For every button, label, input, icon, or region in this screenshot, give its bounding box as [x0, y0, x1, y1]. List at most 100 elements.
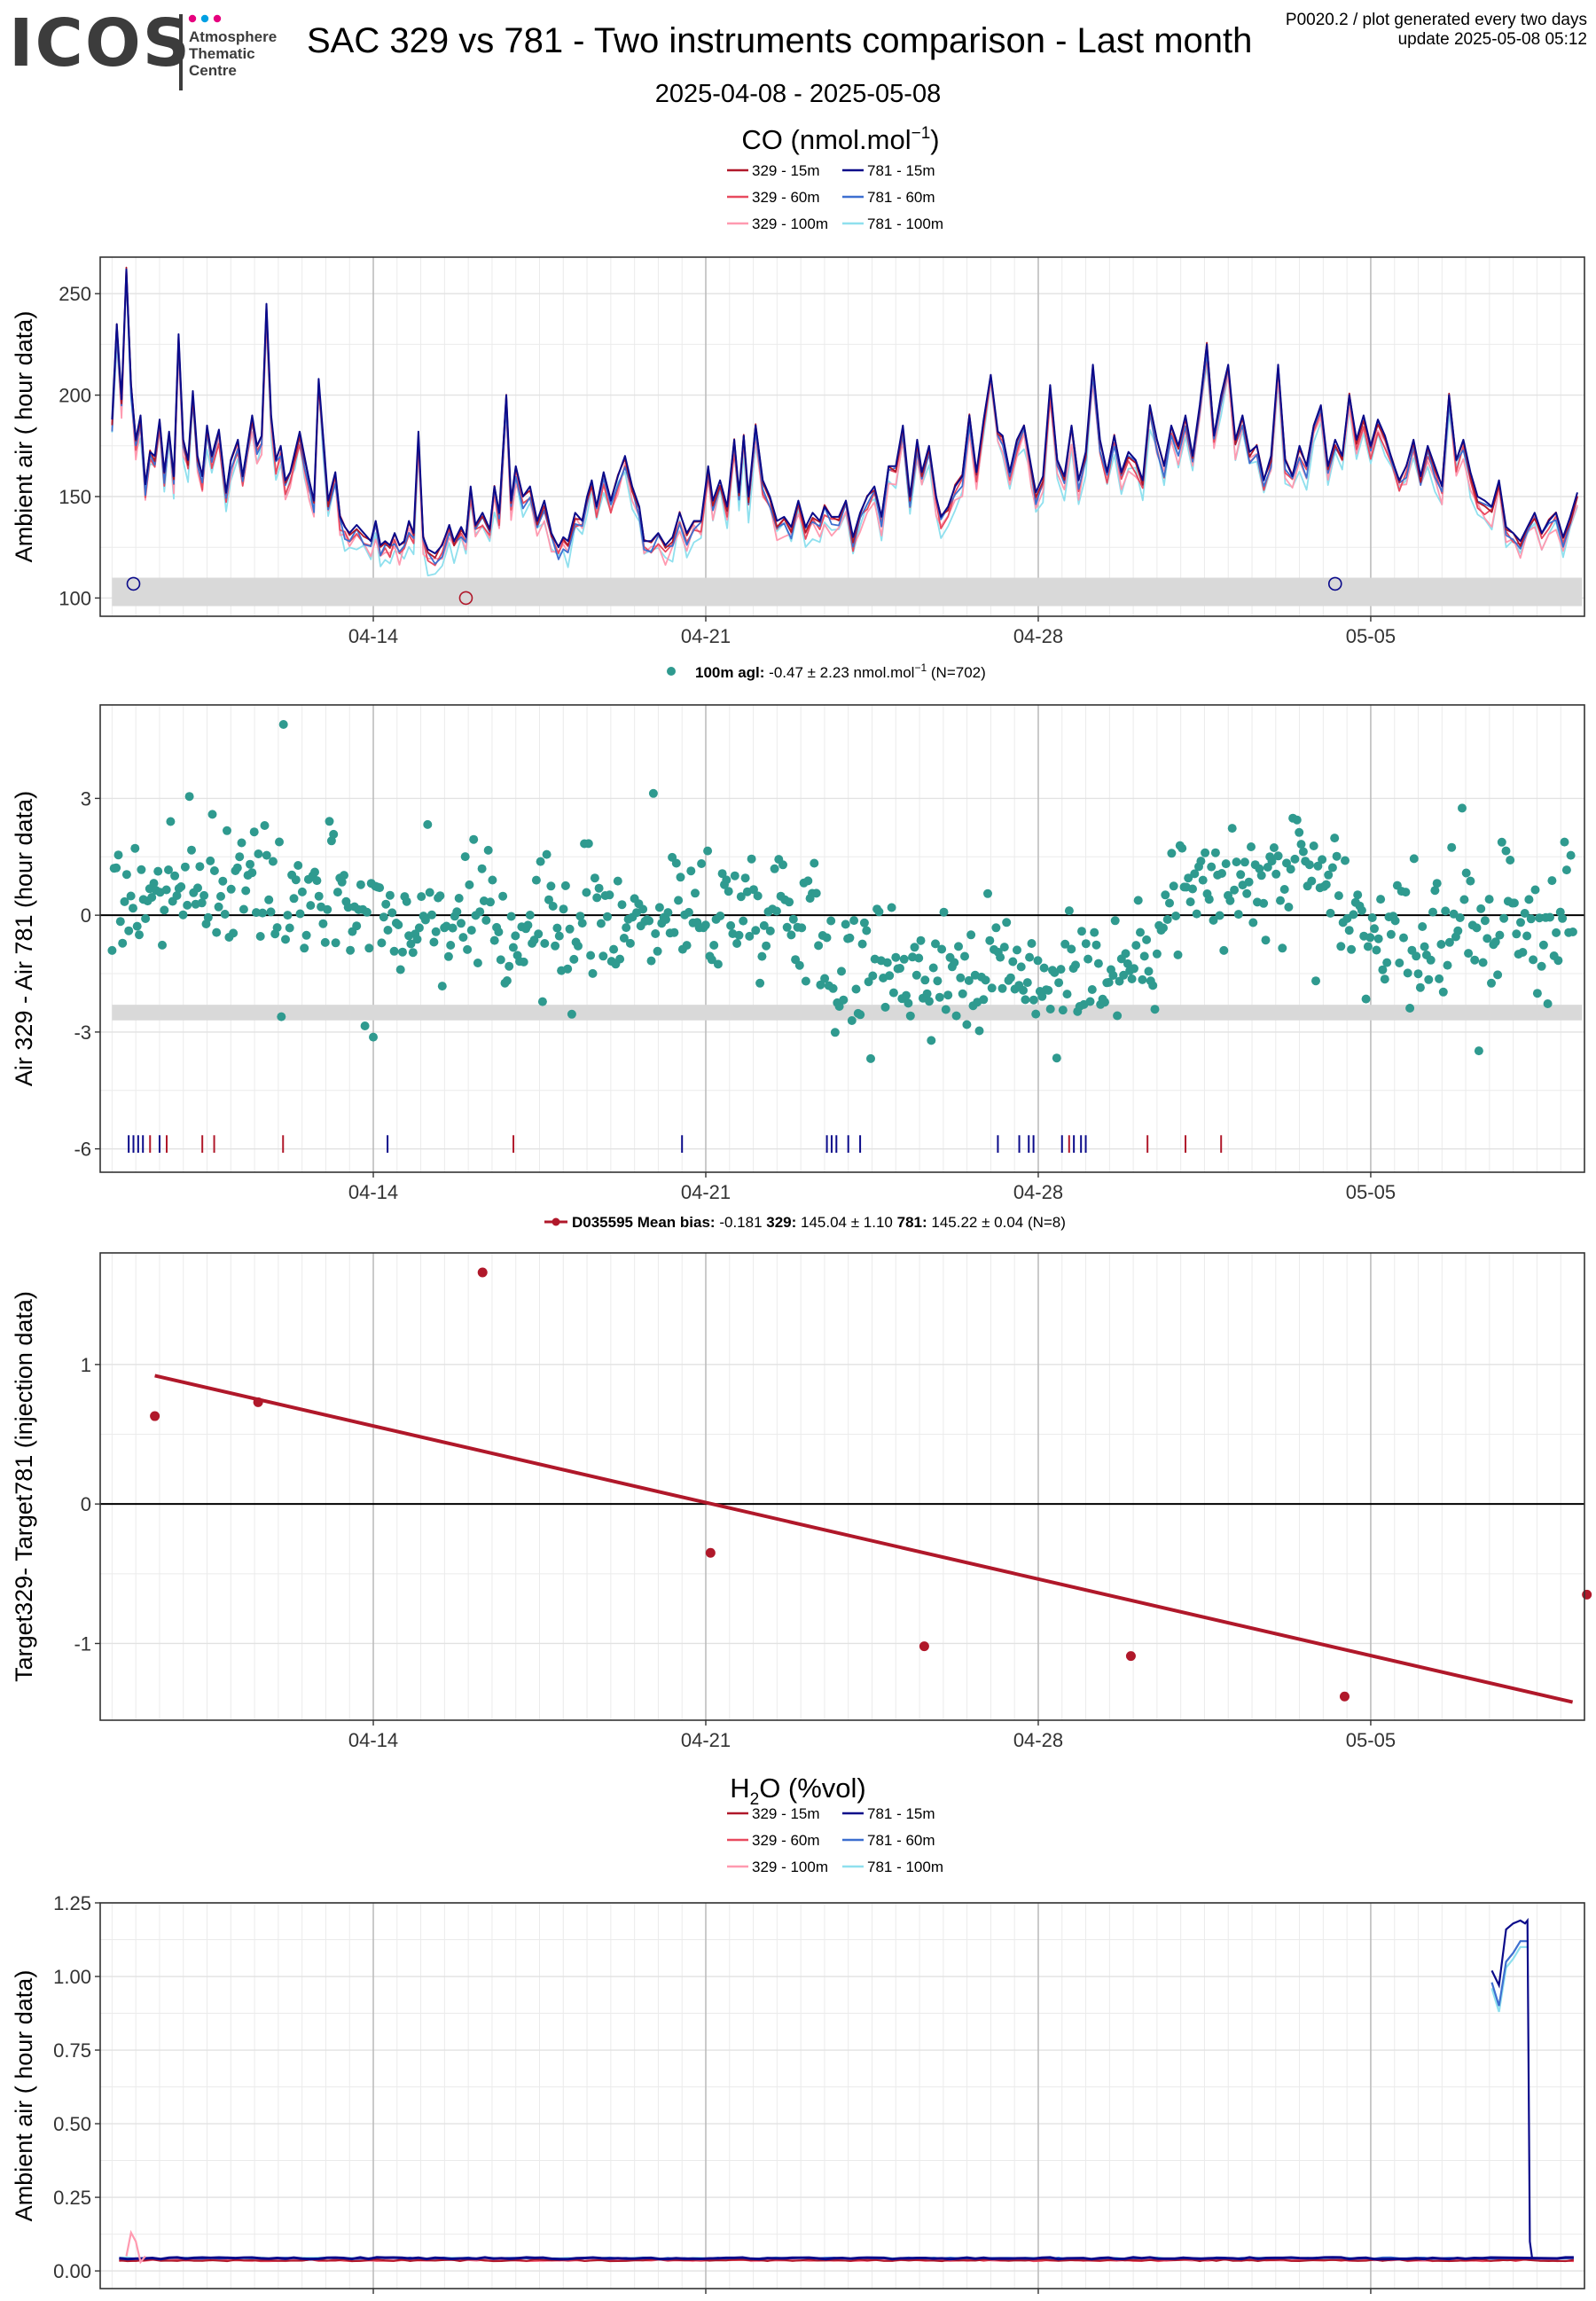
data-point — [1121, 949, 1130, 959]
data-point — [740, 873, 750, 883]
data-point — [1532, 989, 1542, 998]
legend-marker — [667, 667, 676, 676]
data-point — [540, 939, 550, 948]
data-point — [617, 900, 627, 910]
data-point — [1031, 1009, 1041, 1019]
data-point — [786, 930, 796, 940]
data-point — [1380, 974, 1389, 984]
data-point — [1230, 885, 1240, 895]
data-point — [1443, 960, 1452, 970]
legend-part: −1 — [914, 661, 927, 674]
data-point — [1420, 942, 1429, 951]
data-point — [1327, 863, 1337, 873]
data-point — [648, 788, 658, 798]
data-point — [406, 939, 416, 949]
data-point — [868, 971, 878, 981]
update-info: P0020.2 / plot generated every two days … — [1286, 11, 1587, 50]
data-point — [254, 849, 263, 858]
h2o-ambient-panel-border — [99, 1902, 1585, 2289]
data-point — [1324, 870, 1334, 880]
h2o-spike-781_60m — [1490, 1940, 1528, 2007]
data-point — [1198, 875, 1208, 885]
data-point — [1204, 895, 1214, 904]
data-point — [891, 952, 901, 962]
data-point — [1309, 841, 1318, 850]
h2o-series-781_15m — [119, 2256, 1574, 2261]
co-difference-panel-background — [100, 705, 1584, 1172]
data-point — [888, 988, 898, 998]
data-point — [1071, 960, 1080, 970]
data-point — [598, 951, 608, 961]
data-point — [676, 873, 685, 882]
data-point — [260, 821, 270, 830]
data-point — [645, 916, 654, 926]
data-point — [511, 931, 520, 941]
data-point — [483, 845, 493, 855]
data-point — [1177, 843, 1187, 853]
data-point — [1027, 939, 1037, 948]
data-point — [1037, 991, 1047, 1001]
data-point — [496, 955, 505, 965]
data-point — [481, 915, 491, 925]
data-point — [417, 892, 426, 902]
data-point — [1553, 956, 1563, 966]
data-point — [212, 927, 222, 937]
data-point — [206, 856, 215, 865]
data-point — [1248, 918, 1258, 927]
data-point — [1435, 974, 1444, 983]
data-point — [312, 876, 322, 886]
h2o-legend: 329 - 15m 329 - 60m 329 - 100m 781 - 15m 781… — [727, 1805, 943, 1875]
data-point — [1127, 974, 1137, 983]
legend-part: 329: — [763, 1214, 797, 1231]
data-point — [905, 1011, 915, 1021]
data-point — [548, 902, 558, 911]
data-point — [596, 919, 606, 928]
data-point — [121, 870, 131, 880]
y-tick-label: -1 — [74, 1632, 91, 1655]
data-point — [1087, 985, 1097, 994]
data-point — [1005, 973, 1015, 982]
outlier-circle — [458, 591, 473, 606]
legend-label: 781 - 60m — [867, 189, 935, 206]
data-point — [1267, 857, 1277, 866]
data-point — [866, 1053, 875, 1063]
data-point — [651, 929, 661, 938]
data-point — [457, 919, 466, 928]
data-point — [1044, 985, 1053, 995]
data-point — [724, 887, 733, 896]
legend-part: 100m agl: — [695, 664, 764, 681]
data-point — [1236, 870, 1246, 880]
data-point — [981, 975, 990, 985]
data-point — [814, 941, 824, 951]
data-point — [1455, 913, 1465, 922]
data-point — [1008, 957, 1018, 967]
data-point — [360, 1021, 370, 1030]
data-point — [1497, 837, 1506, 847]
data-point — [519, 957, 528, 967]
data-point — [951, 1011, 961, 1021]
data-point — [362, 907, 372, 917]
data-point — [1279, 885, 1289, 894]
data-point — [107, 945, 117, 955]
data-point — [736, 892, 746, 902]
data-point — [747, 854, 756, 864]
data-point — [1470, 955, 1480, 965]
data-point — [717, 869, 727, 879]
data-point — [135, 930, 144, 940]
data-point — [603, 912, 612, 921]
data-point — [757, 951, 767, 961]
data-point — [837, 967, 846, 976]
target-legend-text: D035595 Mean bias: -0.181 329: 145.04 ± … — [572, 1214, 1066, 1231]
logo-subtitle-line: Centre — [189, 62, 237, 79]
data-point — [115, 917, 125, 927]
h2o-spike-781_100m — [1490, 1945, 1528, 2013]
data-point — [1560, 837, 1569, 847]
x-tick-label: 04-21 — [681, 2297, 731, 2301]
data-point — [914, 953, 924, 963]
data-point — [137, 865, 146, 874]
x-tick-label: 04-21 — [681, 625, 731, 647]
data-point — [1269, 843, 1279, 852]
data-point — [458, 933, 468, 943]
data-point — [255, 932, 265, 941]
